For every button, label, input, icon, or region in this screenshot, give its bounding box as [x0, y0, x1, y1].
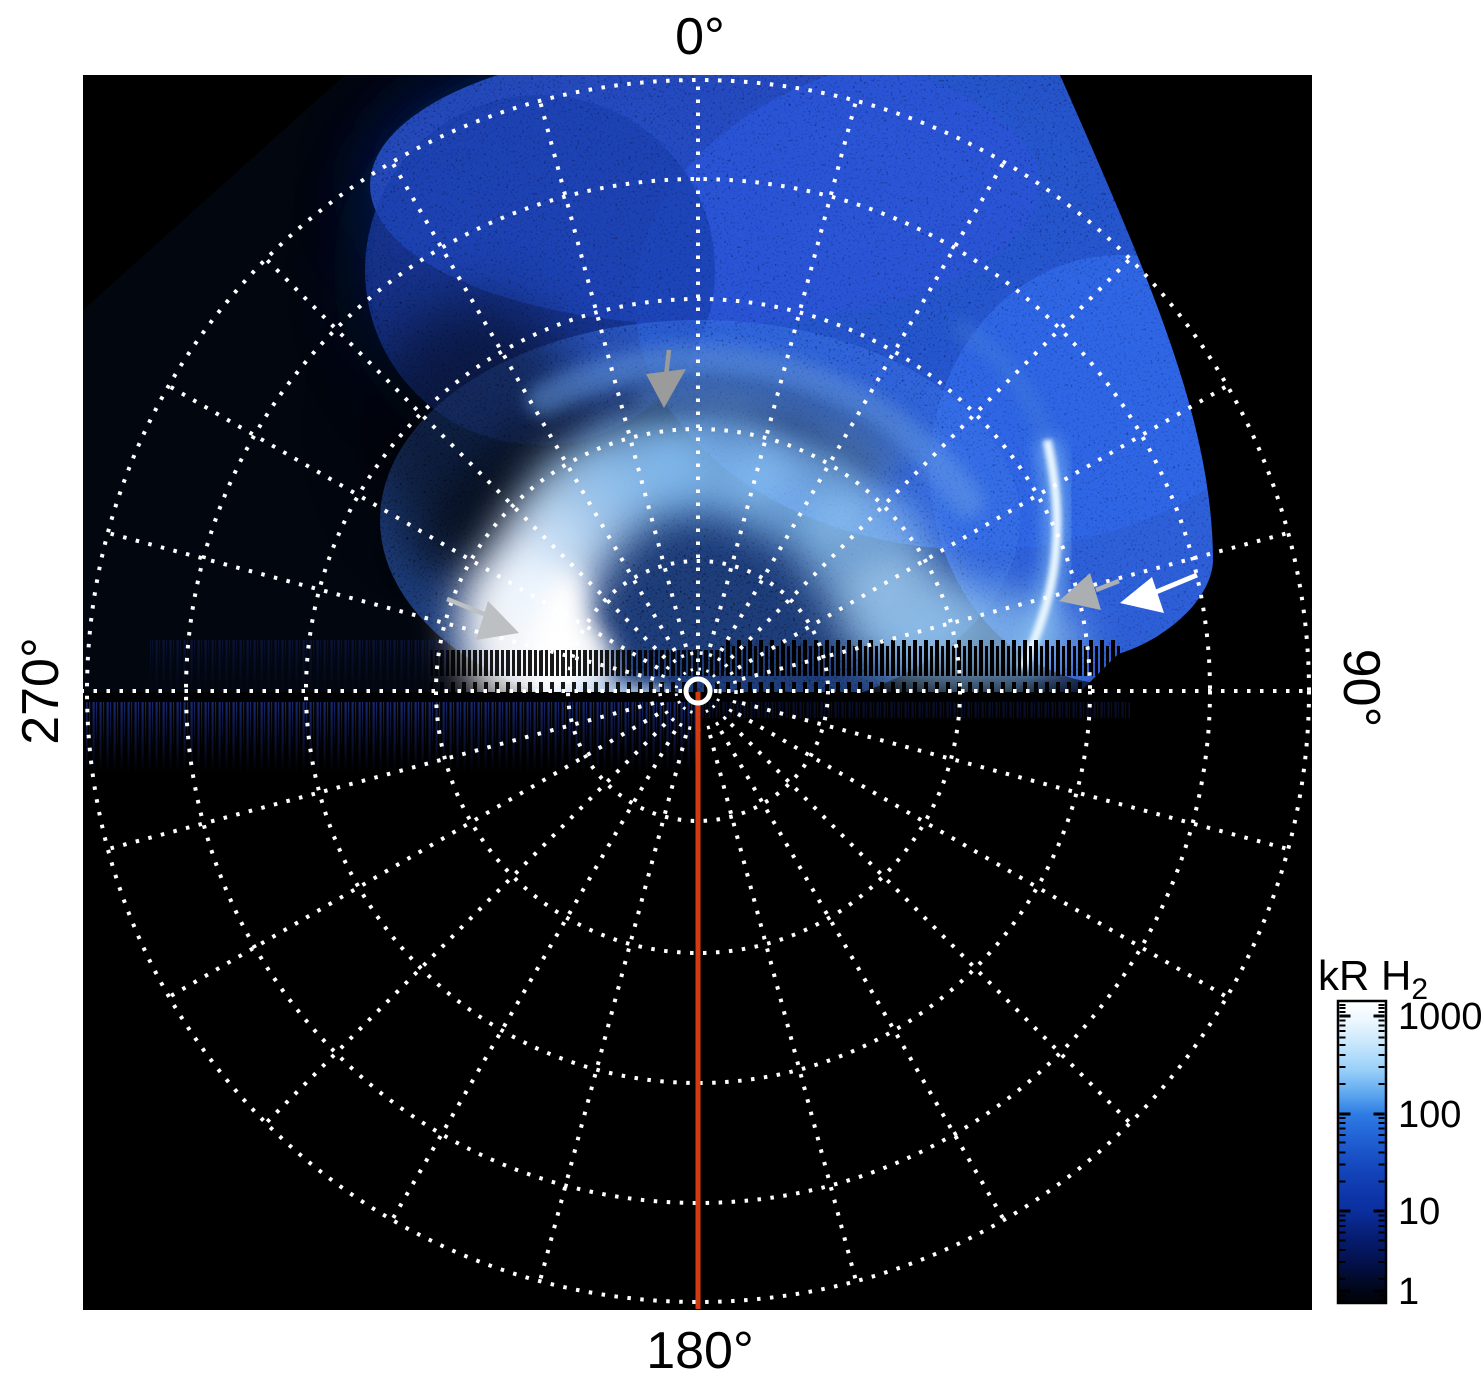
arrow-left-gray-icon: [1059, 573, 1120, 610]
annotation-arrows: [446, 349, 1198, 640]
middle-faint-arc: [526, 344, 985, 519]
angle-label-left: 270°: [12, 637, 70, 745]
colorbar-tick-1000: 1000: [1398, 996, 1481, 1038]
arrow-down-icon: [646, 349, 686, 408]
arrow-right-down-icon: [446, 596, 519, 640]
angle-label-bottom: 180°: [646, 1322, 754, 1380]
grid-circle-3: [304, 297, 1092, 1085]
angle-label-right: 90°: [1332, 649, 1390, 728]
faint-streaks-left-above: [150, 640, 450, 692]
colorbar-ticks: [1339, 1004, 1385, 1302]
colorbar-gradient: [1336, 999, 1388, 1305]
angle-label-top: 0°: [675, 8, 725, 66]
faint-streaks-right-below: [700, 692, 1130, 718]
colorbar-tick-10: 10: [1398, 1191, 1440, 1233]
faint-streaks-left-below: [86, 692, 696, 770]
data-edge-teeth-left: [430, 650, 720, 692]
colorbar: kR H2 1000 100 10 1: [1318, 952, 1481, 1313]
grid-circle-outer: [85, 78, 1311, 1304]
pole-ring: [683, 676, 713, 706]
colorbar-title-main: kR H: [1318, 952, 1411, 999]
colorbar-title: kR H2: [1318, 952, 1428, 1006]
grid-circle-1: [566, 559, 830, 823]
colorbar-title-sub: 2: [1411, 973, 1428, 1006]
arrow-left-white-icon: [1120, 572, 1198, 613]
narrow-bright-arc: [951, 318, 1071, 674]
grid-circle-2: [434, 427, 962, 955]
colorbar-tick-1: 1: [1398, 1271, 1419, 1313]
data-edge-teeth-right: [720, 640, 1120, 692]
colorbar-tick-100: 100: [1398, 1094, 1461, 1136]
